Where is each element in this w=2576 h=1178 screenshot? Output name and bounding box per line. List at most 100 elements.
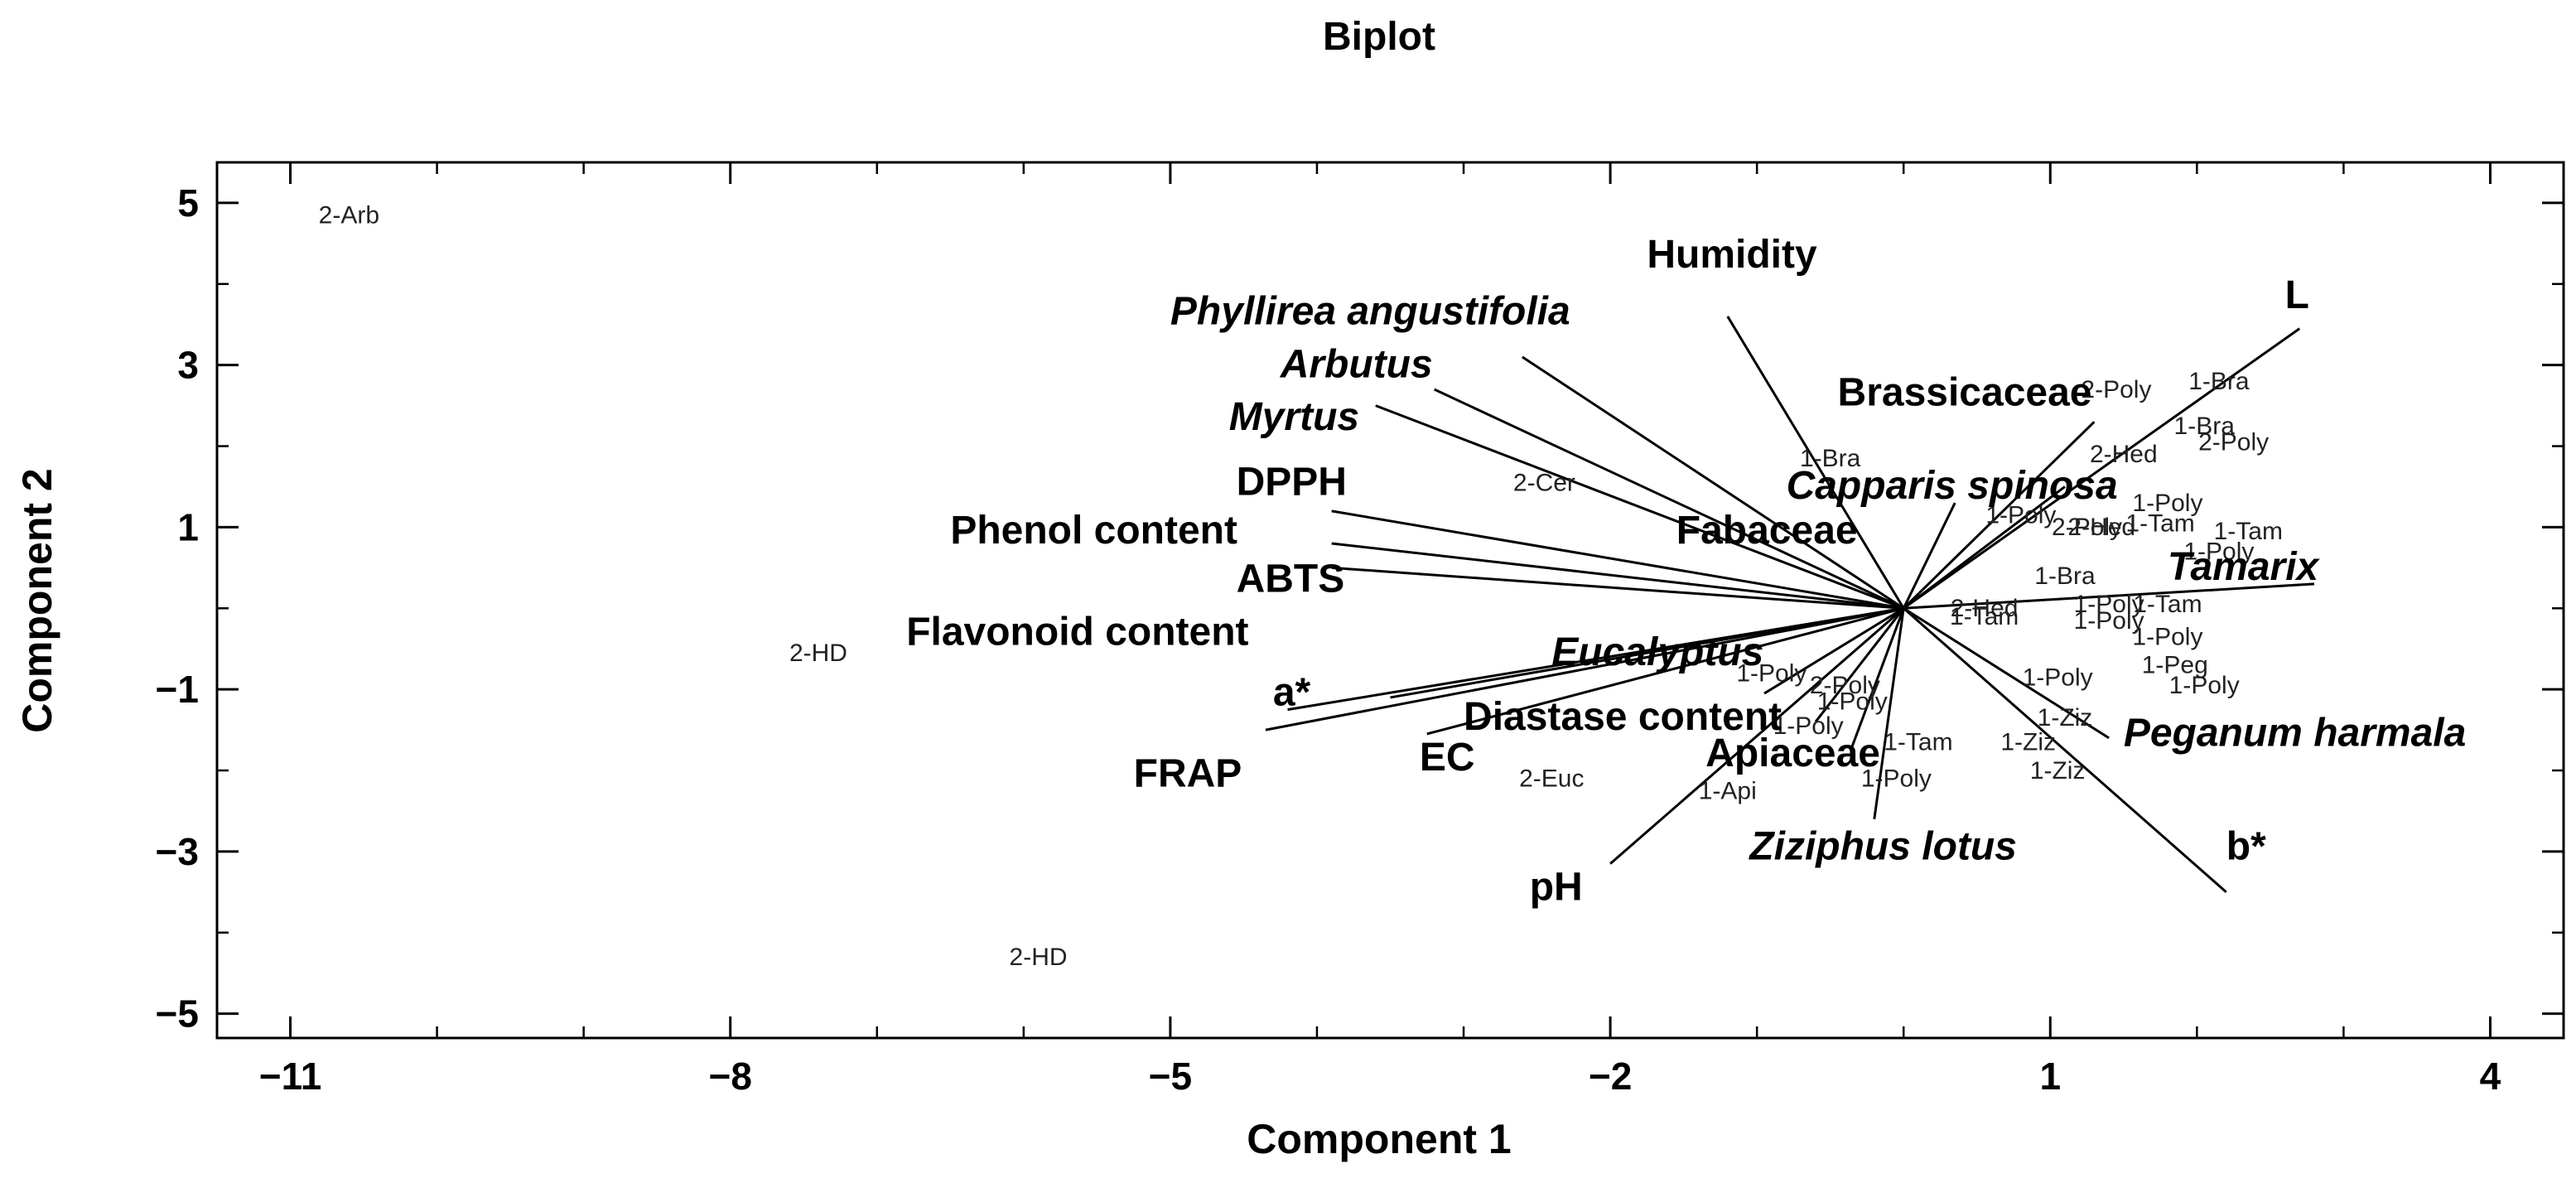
loading-vector	[1375, 404, 1904, 610]
observation-label: 2-Hed	[2067, 514, 2135, 541]
observation-label: 1-Poly	[2074, 591, 2144, 618]
loading-label: Myrtus	[1229, 395, 1359, 439]
x-tick-label: −11	[259, 1055, 322, 1098]
y-tick-labels: −5 −3 −1 1 3 5	[156, 181, 199, 1036]
loading-vector	[1522, 355, 1905, 610]
loading-label: Apiaceae	[1705, 731, 1880, 775]
loading-vector	[1903, 607, 2110, 740]
chart-title: Biplot	[1323, 15, 1435, 59]
observation-label: 1-Poly	[2169, 672, 2240, 699]
observation-label: 1-Tam	[2133, 591, 2202, 618]
loading-vector	[1287, 606, 1904, 712]
loading-vectors	[1265, 316, 2315, 893]
loading-label: Peganum harmala	[2124, 712, 2466, 756]
loading-label: pH	[1530, 866, 1583, 910]
observation-label: 1-Poly	[2132, 490, 2202, 517]
observation-label: 1-Poly	[1817, 688, 1888, 716]
loading-vector	[1331, 509, 1904, 610]
loading-label: Tamarix	[2168, 545, 2321, 589]
observation-label: 1-Poly	[1773, 712, 1844, 740]
loading-vector	[1331, 566, 1904, 610]
observation-label: 1-Poly	[2074, 607, 2144, 635]
x-axis-label: Component 1	[1247, 1116, 1511, 1162]
loading-vector	[1903, 607, 2227, 893]
x-tick-label: −8	[708, 1055, 751, 1098]
minor-ticks	[217, 162, 2564, 1038]
loading-label: FRAP	[1134, 752, 1242, 796]
observation-label: 2-HD	[1010, 944, 1068, 971]
loading-vector	[1426, 606, 1904, 736]
loading-label: a*	[1273, 671, 1311, 715]
loading-label: Arbutus	[1280, 342, 1433, 386]
observation-label: 1-Bra	[2034, 562, 2096, 590]
x-tick-label: −2	[1589, 1055, 1632, 1098]
major-ticks	[217, 162, 2564, 1038]
loading-vector	[1903, 421, 2096, 610]
loading-label: Eucalyptus	[1551, 630, 1763, 674]
loading-label: Ziziphus lotus	[1748, 825, 2017, 869]
observation-label: 1-Poly	[1861, 765, 1932, 793]
observation-label: 2-HD	[789, 640, 847, 667]
y-tick-label: −5	[156, 992, 199, 1036]
loading-vector	[1850, 607, 1905, 747]
loading-vector	[1609, 607, 1905, 865]
loading-label: b*	[2226, 825, 2266, 869]
observation-label: 2-Arb	[319, 201, 379, 229]
x-tick-label: −5	[1149, 1055, 1192, 1098]
observation-label: 2-Poly	[2198, 428, 2269, 456]
loading-label: Phenol content	[950, 509, 1237, 553]
x-tick-label: 1	[2039, 1055, 2061, 1098]
loading-vector	[1902, 502, 1956, 609]
loading-label: Diastase content	[1464, 695, 1782, 739]
loading-vector	[1726, 316, 1905, 610]
observation-label: 1-Ziz	[2038, 704, 2093, 731]
observation-label: 1-Api	[1699, 777, 1757, 804]
observation-label: 1-Bra	[2188, 368, 2250, 395]
observation-label: 1-Poly	[2183, 538, 2254, 566]
loading-vector	[1903, 485, 2066, 610]
observation-label: 2-Hed	[2090, 441, 2158, 468]
loading-labels: Humidity L Phyllirea angustifolia Arbutus My…	[906, 233, 2466, 909]
loading-label: L	[2285, 273, 2309, 317]
loading-label: Flavonoid content	[906, 610, 1248, 654]
x-tick-labels: −11 −8 −5 −2 1 4	[259, 1055, 2501, 1098]
y-tick-label: −1	[156, 668, 199, 711]
loading-vector	[1814, 607, 1905, 723]
observation-label: 1-Ziz	[2000, 729, 2056, 756]
observation-label: 2-Poly	[2081, 376, 2151, 403]
observation-label: 1-Tam	[1884, 729, 1952, 756]
observation-label: 1-Ziz	[2030, 757, 2086, 785]
loading-vector	[1433, 388, 1904, 610]
loading-label: EC	[1420, 736, 1475, 780]
observation-label: 1-Poly	[2023, 664, 2093, 691]
loading-vector	[1903, 582, 2315, 610]
observation-label: 1-Poly	[1736, 659, 1807, 687]
loading-label: Humidity	[1647, 233, 1817, 277]
loading-label: Capparis spinosa	[1787, 464, 2118, 508]
observation-label: 2-Cer	[1513, 469, 1575, 496]
observation-label: 2-Poly	[1810, 672, 1880, 699]
loading-label: ABTS	[1237, 558, 1345, 601]
loading-label: Fabaceae	[1676, 509, 1858, 553]
y-axis-label: Component 2	[14, 468, 60, 732]
loading-vector	[1763, 607, 1905, 695]
observation-label: 1-Bra	[2174, 413, 2236, 440]
x-tick-label: 4	[2480, 1055, 2501, 1098]
observation-label: 1-Peg	[2142, 652, 2208, 679]
observation-label: 1-Poly	[2132, 623, 2202, 650]
loading-vector	[1873, 608, 1905, 819]
observation-label: 2-Euc	[1519, 765, 1584, 793]
loading-label: DPPH	[1237, 460, 1347, 504]
plot-frame	[215, 161, 2565, 1040]
y-tick-label: 1	[177, 505, 199, 548]
y-tick-label: 3	[177, 344, 199, 387]
observation-label: 2-Poly	[2052, 514, 2122, 541]
observation-label: 2-Hed	[1951, 595, 2019, 622]
loading-label: Brassicaceae	[1838, 371, 2092, 415]
observation-label: 1-Tam	[2125, 509, 2194, 537]
observation-label: 1-Bra	[1800, 445, 1861, 472]
observation-label: 1-Tam	[2214, 518, 2283, 545]
observation-label: 1-Poly	[1985, 502, 2056, 529]
